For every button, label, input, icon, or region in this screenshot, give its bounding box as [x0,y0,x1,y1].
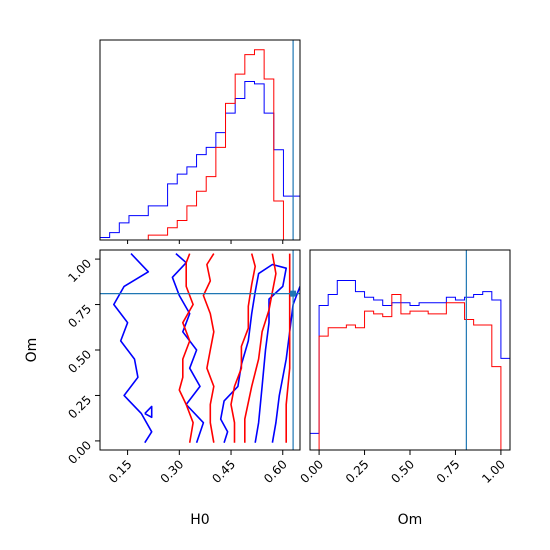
x-axis-label-h0: H0 [190,512,209,528]
h0-histogram-red [100,49,300,241]
contour-red-8 [244,253,277,443]
y-axis-label-om: Om [24,338,40,363]
om-x-tick-label-2: 0.50 [388,457,417,486]
panel-h0-om-contours: 0.15 0.30 0.45 0.60 0.00 0.25 0.50 0.75 1.00 [65,249,301,486]
h0-x-tick-label-3: 0.60 [261,457,290,486]
contour-red-6 [202,253,215,443]
h0-x-tick-label-2: 0.45 [209,457,238,486]
om-histogram-frame [309,249,511,451]
x-axis-label-om: Om [398,512,423,528]
contour-blue-0 [113,253,153,444]
om-x-tick-label-1: 0.25 [343,457,372,486]
om-x-tick-label-3: 0.75 [434,457,463,486]
om-x-tick-label-4: 1.00 [479,457,508,486]
panel-om-histogram: 0.00 0.25 0.50 0.75 1.00 [297,249,511,486]
om-y-tick-label-3: 0.75 [65,302,94,331]
om-x-tick-label-0: 0.00 [297,457,326,486]
truth-marker [290,290,297,297]
om-histogram-blue [309,280,511,450]
om-histogram-red [310,293,510,451]
h0-histogram-blue [99,80,301,240]
contour-red-7 [230,253,256,443]
om-y-tick-label-2: 0.50 [65,347,94,376]
h0-histogram-frame [99,39,301,241]
h0-x-tick-label-0: 0.15 [106,457,135,486]
panel-h0-histogram [99,39,301,244]
contour-red-9 [285,253,291,443]
om-y-tick-label-0: 0.00 [65,438,94,467]
contour-red-5 [178,253,194,443]
om-y-tick-label-1: 0.25 [65,393,94,422]
om-y-tick-label-4: 1.00 [65,256,94,285]
h0-x-tick-label-1: 0.30 [158,457,187,486]
contour-blue-3 [219,263,288,443]
contour-blue-2 [171,253,205,443]
contour-blue-1 [144,405,153,419]
